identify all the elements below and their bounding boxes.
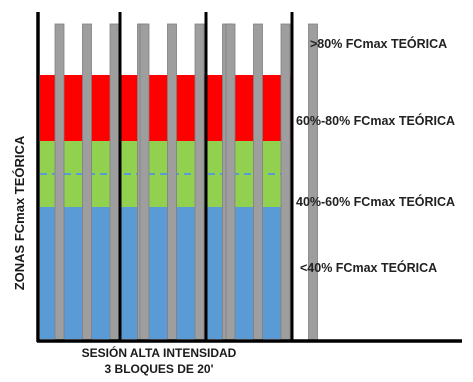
interval-bar-7 — [194, 23, 205, 342]
axes — [36, 12, 462, 343]
x-axis-title-line-1: SESIÓN ALTA INTENSIDAD — [82, 345, 237, 360]
interval-bar-10 — [253, 23, 263, 342]
y-axis-title: ZONAS FCmax TEÓRICA — [12, 135, 27, 290]
zone-band-0 — [40, 207, 292, 339]
block-dividers — [118, 12, 294, 341]
interval-bar-1 — [54, 23, 65, 342]
zone-label-3: >80% FCmax TEÓRICA — [310, 36, 447, 51]
zone-label-1: 40%-60% FCmax TEÓRICA — [296, 194, 455, 209]
interval-bar-12 — [308, 23, 318, 342]
interval-bar-2 — [82, 23, 92, 342]
zone-labels: <40% FCmax TEÓRICA 40%-60% FCmax TEÓRICA 6… — [296, 36, 455, 275]
zone-label-2: 60%-80% FCmax TEÓRICA — [296, 113, 455, 128]
interval-bar-9 — [225, 23, 236, 342]
interval-bars — [54, 23, 318, 342]
interval-bar-5 — [139, 23, 150, 342]
zone-label-0: <40% FCmax TEÓRICA — [300, 260, 437, 275]
interval-bar-3 — [109, 23, 120, 342]
x-axis-title-line-2: 3 BLOQUES DE 20' — [105, 362, 214, 376]
interval-bar-11 — [280, 23, 291, 342]
interval-bar-6 — [167, 23, 177, 342]
zone-band-2 — [40, 75, 292, 141]
